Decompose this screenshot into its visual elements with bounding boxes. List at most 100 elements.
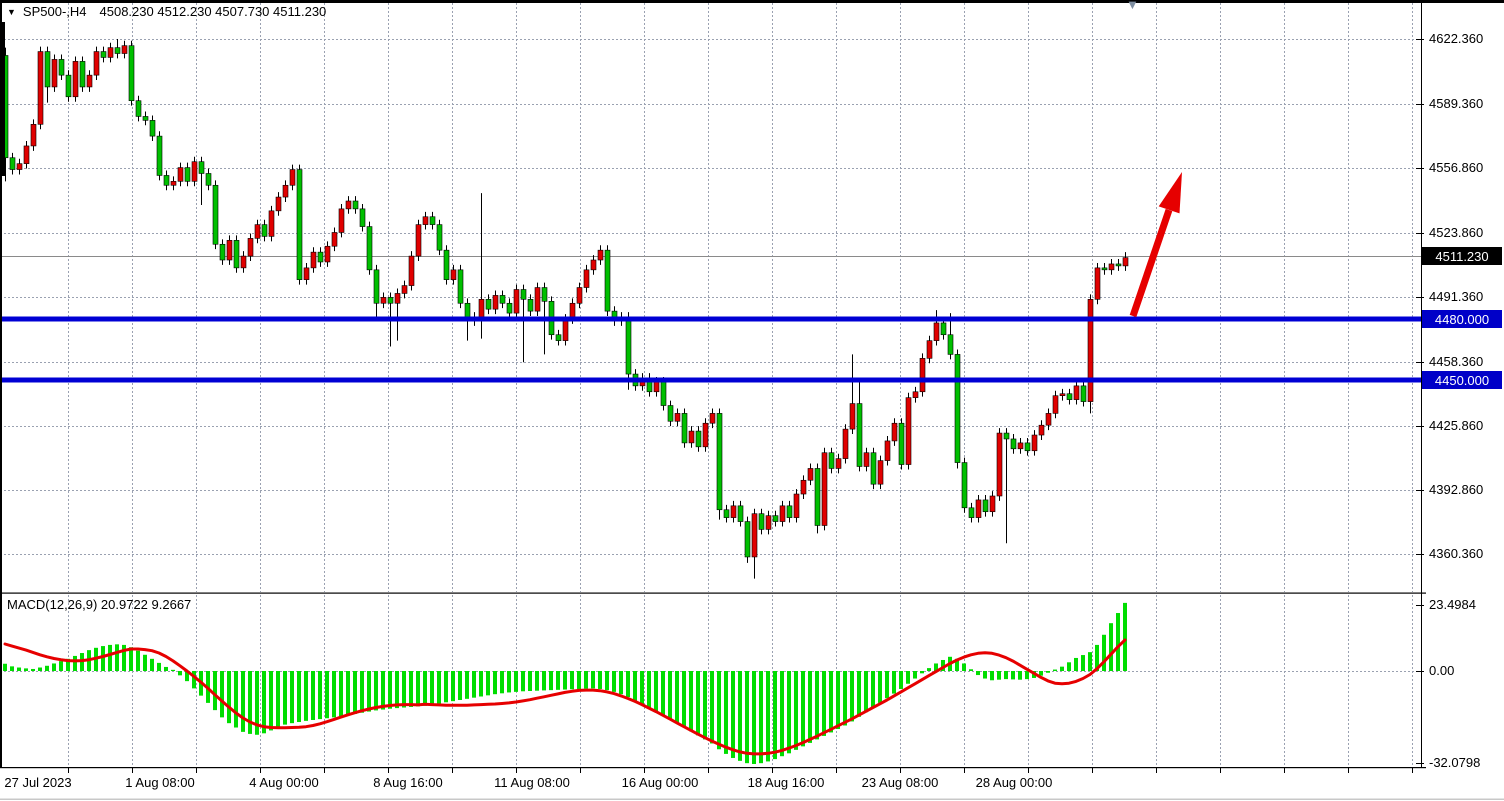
candle-bull [793, 493, 800, 518]
macd-bar [500, 671, 504, 694]
candle-bull [1122, 257, 1129, 267]
candle-bear [142, 116, 149, 121]
candle-bull [107, 47, 114, 58]
macd-bar [633, 671, 637, 701]
macd-bar [563, 671, 567, 690]
macd-bar [920, 671, 924, 674]
time-axis-label: 11 Aug 08:00 [494, 775, 570, 790]
candle-bull [534, 287, 541, 312]
macd-bar [276, 671, 280, 728]
macd-bar [514, 671, 518, 692]
macd-bar [108, 644, 112, 671]
macd-bar [759, 671, 763, 764]
candle-bear [772, 515, 779, 522]
symbol-ohlc-line: ▼ SP500-,H4 4508.230 4512.230 4507.730 4… [7, 4, 326, 20]
candle-bull [597, 249, 604, 261]
macd-bar [416, 671, 420, 707]
candle-bear [723, 509, 730, 518]
support-hline-4450[interactable] [0, 377, 1421, 383]
macd-bar [388, 671, 392, 709]
candle-bull [177, 167, 184, 182]
candle-bull [933, 322, 940, 341]
candle-bull [1087, 299, 1094, 402]
candle-bull [863, 452, 870, 467]
candle-bear [604, 249, 611, 312]
time-axis-label: 1 Aug 08:00 [125, 775, 195, 790]
macd-bar [878, 671, 882, 703]
macd-bar [10, 666, 14, 671]
macd-bar [157, 662, 161, 671]
candle-bear [660, 381, 667, 406]
resistance-hline-4480[interactable] [0, 316, 1421, 322]
left-border [0, 3, 2, 768]
candle-bear [296, 169, 303, 280]
trend-arrow-head[interactable] [1158, 172, 1182, 214]
macd-bar [808, 671, 812, 743]
candle-bear [1010, 438, 1017, 450]
candle-bull [289, 169, 296, 186]
candle-bear [681, 413, 688, 444]
candle-bear [758, 513, 765, 530]
candle-bear [443, 249, 450, 280]
time-axis-label: 23 Aug 08:00 [861, 775, 939, 790]
candle-bull [324, 245, 331, 263]
macd-bar [640, 671, 644, 705]
macd-bar [710, 671, 714, 744]
macd-bar [815, 671, 819, 740]
candle-bull [254, 224, 261, 239]
candle-bull [905, 397, 912, 465]
candle-bear [436, 224, 443, 251]
candle-bull [345, 200, 352, 210]
candle-bear [114, 47, 121, 54]
macd-bar [24, 668, 28, 671]
candle-bull [912, 391, 919, 398]
macd-bar [941, 659, 945, 671]
candle-bull [338, 208, 345, 233]
macd-bar [31, 668, 35, 671]
macd-bar [1060, 666, 1064, 671]
macd-bar [927, 668, 931, 671]
macd-bar [66, 658, 70, 671]
candle-bear [625, 316, 632, 375]
candle-bull [835, 458, 842, 469]
candle-bull [478, 299, 485, 318]
macd-bar [906, 671, 910, 684]
macd-bar [787, 671, 791, 754]
trend-arrow[interactable] [1129, 172, 1182, 318]
price-axis-label: 4491.360 [1429, 289, 1484, 304]
candle-bull [1038, 424, 1045, 436]
candle-bull [765, 515, 772, 530]
macd-bar [542, 671, 546, 691]
macd-bar [1109, 623, 1113, 671]
candle-bull [303, 267, 310, 280]
macd-bar [164, 666, 168, 671]
trend-arrow-shaft [1129, 208, 1173, 318]
macd-bar [1053, 669, 1057, 671]
symbol-dropdown-icon[interactable]: ▼ [7, 7, 16, 17]
candle-bear [898, 422, 905, 465]
candle-bull [51, 59, 58, 88]
macd-bar [325, 671, 329, 719]
candle-bull [583, 269, 590, 288]
time-axis-label: 28 Aug 00:00 [975, 775, 1053, 790]
macd-bar [899, 671, 903, 689]
macd-bar [934, 663, 938, 671]
candle-bull [72, 61, 79, 98]
time-axis-label: 4 Aug 00:00 [249, 775, 319, 790]
candle-bear [373, 269, 380, 304]
macd-bar [73, 655, 77, 671]
macd-bar [493, 671, 497, 695]
macd-bar [612, 671, 616, 692]
macd-bar [745, 671, 749, 764]
macd-bar [255, 671, 259, 735]
candle-bear [695, 430, 702, 448]
candle-bull [877, 460, 884, 485]
macd-bar [829, 671, 833, 733]
macd-bar [969, 669, 973, 671]
candle-bull [1017, 442, 1024, 450]
macd-bar [962, 663, 966, 671]
candle-bull [268, 210, 275, 237]
macd-bar [913, 671, 917, 679]
